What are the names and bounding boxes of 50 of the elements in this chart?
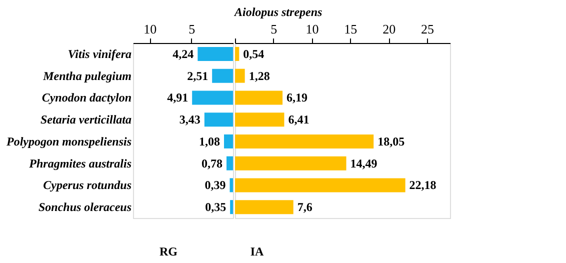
x-axis-title: RG bbox=[160, 244, 178, 258]
bar bbox=[212, 68, 233, 83]
bar bbox=[204, 112, 233, 127]
x-tick-label: 5 bbox=[270, 22, 278, 36]
bar bbox=[235, 178, 406, 192]
bar bbox=[230, 200, 233, 214]
data-label: 0,35 bbox=[205, 200, 226, 214]
y-tick-label: Phragmites australis bbox=[29, 156, 132, 170]
y-tick-label: Cynodon dactylon bbox=[42, 90, 132, 105]
bar bbox=[235, 90, 283, 105]
chart-title: Aiolopus strepens bbox=[234, 5, 323, 19]
x-tick-label: 15 bbox=[344, 22, 358, 36]
bar bbox=[230, 178, 233, 192]
bar bbox=[235, 68, 245, 83]
bar bbox=[235, 156, 346, 170]
data-label: 6,41 bbox=[288, 112, 310, 127]
bar bbox=[224, 134, 233, 148]
y-tick-label: Polypogon monspeliensis bbox=[6, 134, 132, 148]
data-label: 1,08 bbox=[199, 134, 220, 148]
x-tick-label: 25 bbox=[420, 22, 434, 36]
bar bbox=[198, 46, 233, 61]
data-label: 0,78 bbox=[202, 156, 222, 170]
y-tick-label: Setaria verticillata bbox=[40, 112, 132, 127]
bar bbox=[235, 112, 284, 127]
x-axis-title: IA bbox=[250, 244, 264, 258]
x-tick-label: 5 bbox=[188, 22, 196, 36]
data-label: 22,18 bbox=[409, 178, 436, 192]
data-label: 18,05 bbox=[378, 134, 405, 148]
data-label: 4,91 bbox=[167, 90, 188, 105]
bar bbox=[235, 200, 294, 214]
y-tick-label: Cyperus rotundus bbox=[43, 178, 132, 192]
data-label: 3,43 bbox=[179, 112, 200, 127]
data-label: 6,19 bbox=[286, 90, 308, 105]
x-tick-label: 10 bbox=[306, 22, 319, 36]
data-label: 4,24 bbox=[172, 46, 194, 61]
bar bbox=[235, 134, 374, 148]
data-label: 14,49 bbox=[350, 156, 378, 170]
data-label: 0,39 bbox=[204, 178, 226, 192]
y-tick-label: Sonchus oleraceus bbox=[38, 200, 132, 214]
y-tick-label: Vitis vinifera bbox=[68, 46, 132, 61]
x-tick-label: 20 bbox=[382, 22, 396, 36]
data-label: 1,28 bbox=[248, 68, 270, 83]
data-label: 0,54 bbox=[243, 46, 264, 61]
y-tick-label: Mentha pulegium bbox=[42, 68, 132, 83]
bar bbox=[235, 46, 240, 61]
data-label: 2,51 bbox=[187, 68, 208, 83]
data-label: 7,6 bbox=[297, 200, 312, 214]
bar bbox=[192, 90, 233, 105]
bar bbox=[226, 156, 233, 170]
x-tick-label: 10 bbox=[144, 22, 157, 36]
